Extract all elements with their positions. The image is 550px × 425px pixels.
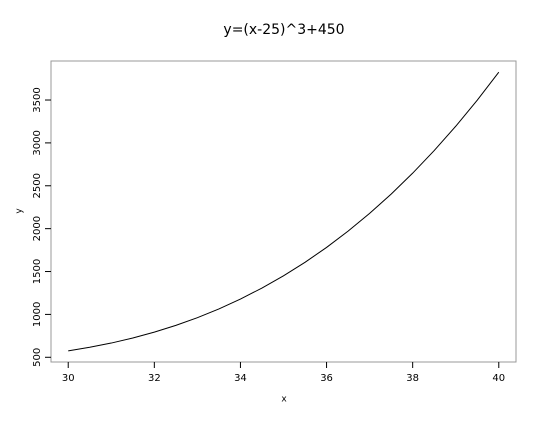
plot-box xyxy=(50,60,517,363)
y-tick-label: 1500 xyxy=(32,259,43,284)
x-tick-label: 40 xyxy=(492,373,505,384)
data-line xyxy=(68,71,500,352)
y-axis-label: y xyxy=(15,208,25,214)
x-tick-label: 34 xyxy=(234,373,247,384)
y-tick-label: 1000 xyxy=(32,302,43,327)
x-axis-label: x xyxy=(281,395,287,405)
y-tick-label: 2000 xyxy=(32,216,43,241)
y-tick-label: 3000 xyxy=(32,130,43,155)
y-tick-label: 2500 xyxy=(32,173,43,198)
chart-title: y=(x-25)^3+450 xyxy=(223,22,344,38)
y-tick-label: 500 xyxy=(32,348,43,367)
x-tick-label: 32 xyxy=(148,373,161,384)
x-tick-label: 30 xyxy=(62,373,75,384)
y-tick-label: 3500 xyxy=(32,87,43,112)
x-tick-label: 38 xyxy=(406,373,419,384)
x-tick-label: 36 xyxy=(320,373,333,384)
